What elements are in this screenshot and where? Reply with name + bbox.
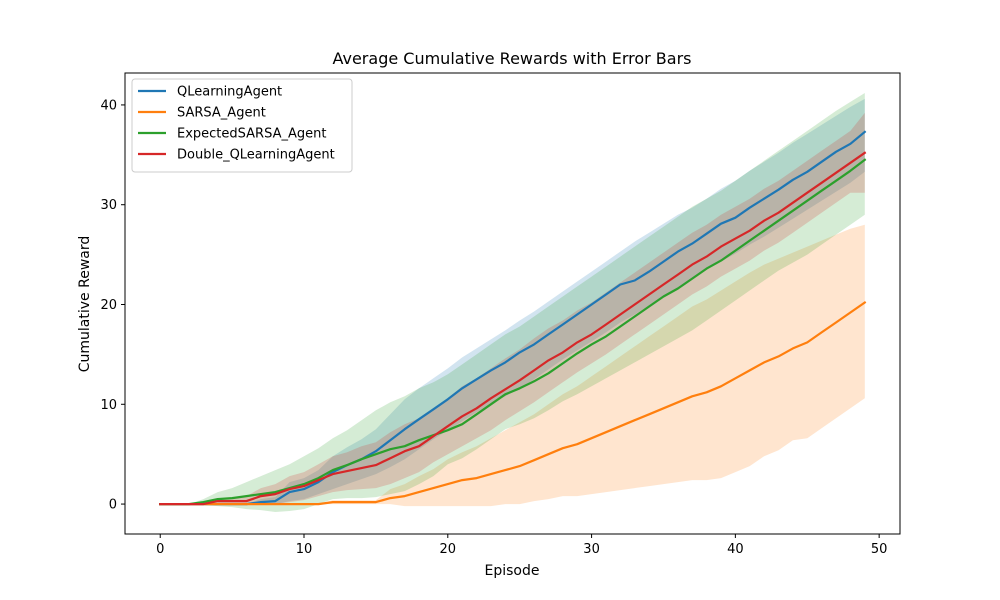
legend-label: QLearningAgent xyxy=(177,85,282,100)
x-tick-label: 0 xyxy=(156,542,164,557)
plot-area-frame xyxy=(124,72,901,535)
y-tick-label: 30 xyxy=(100,198,117,213)
series-line-double-qlearningagent xyxy=(159,151,867,506)
y-tick-label: 10 xyxy=(100,398,117,413)
x-tick-label: 20 xyxy=(440,542,457,557)
legend: QLearningAgent SARSA_Agent ExpectedSARSA_A… xyxy=(131,78,353,173)
x-tick-label: 40 xyxy=(727,542,744,557)
y-tick-label: 40 xyxy=(100,98,117,113)
legend-label: SARSA_Agent xyxy=(177,106,266,121)
x-axis-label: Episode xyxy=(485,563,540,579)
y-axis-ticks: 0 10 20 30 40 xyxy=(100,98,125,513)
legend-label: Double_QLearningAgent xyxy=(177,148,335,163)
legend-frame xyxy=(131,78,353,173)
y-axis-label: Cumulative Reward xyxy=(77,236,93,373)
series-lines xyxy=(159,130,867,506)
series-line-qlearningagent xyxy=(159,130,867,506)
y-tick-label: 20 xyxy=(100,298,117,313)
series-line-expectedsarsa-agent xyxy=(159,158,867,506)
x-tick-label: 10 xyxy=(296,542,313,557)
x-axis-ticks: 0 10 20 30 40 50 xyxy=(156,534,887,557)
legend-label: ExpectedSARSA_Agent xyxy=(177,127,326,142)
x-tick-label: 50 xyxy=(871,542,888,557)
error-bands xyxy=(160,93,865,512)
x-tick-label: 30 xyxy=(583,542,600,557)
y-tick-label: 0 xyxy=(109,498,117,513)
chart-title: Average Cumulative Rewards with Error Ba… xyxy=(332,49,691,68)
series-line-sarsa-agent xyxy=(159,300,867,506)
error-band-expectedsarsa-agent xyxy=(160,93,865,512)
error-band-sarsa-agent xyxy=(160,224,865,507)
